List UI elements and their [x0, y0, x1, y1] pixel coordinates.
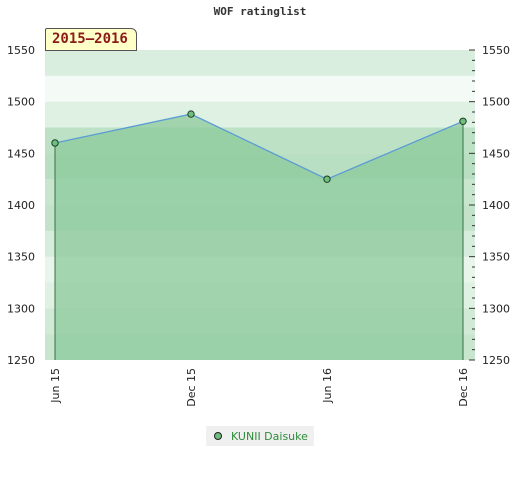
y-tick-label: 1250 — [482, 354, 510, 367]
legend-marker-icon — [214, 432, 222, 440]
background-band — [45, 50, 475, 76]
y-tick-label: 1400 — [482, 199, 510, 212]
y-tick-label: 1550 — [7, 44, 35, 57]
y-axis-right: 1250 1300 1350 1400 1450 1500 1550 — [482, 44, 510, 367]
y-tick-label: 1500 — [482, 96, 510, 109]
x-tick-label: Jun 15 — [49, 368, 62, 404]
area-fill — [55, 114, 463, 360]
y-tick-label: 1300 — [7, 302, 35, 315]
y-tick-label: 1400 — [7, 199, 35, 212]
x-tick-label: Dec 16 — [457, 368, 470, 407]
x-tick-label: Dec 15 — [185, 368, 198, 407]
series-points — [51, 110, 467, 183]
chart-title: WOF ratinglist — [213, 5, 307, 18]
y-tick-label: 1550 — [482, 44, 510, 57]
data-point — [323, 175, 331, 183]
y-axis-left: 1250 1300 1350 1400 1450 1500 1550 — [7, 44, 35, 367]
y-tick-label: 1250 — [7, 354, 35, 367]
y-tick-label: 1500 — [7, 96, 35, 109]
series-line — [54, 113, 464, 180]
background-band — [45, 75, 475, 102]
x-tick-label: Jun 16 — [321, 368, 334, 404]
legend-label: KUNII Daisuke — [231, 429, 308, 443]
y-tick-label: 1450 — [482, 147, 510, 160]
y-tick-label: 1350 — [7, 251, 35, 264]
legend[interactable]: KUNII Daisuke — [206, 426, 314, 446]
period-badge: 2015–2016 — [45, 28, 137, 51]
drop-lines — [54, 121, 464, 360]
data-point — [51, 139, 59, 147]
data-point — [459, 117, 467, 126]
y-tick-label: 1450 — [7, 147, 35, 160]
data-point — [187, 110, 195, 118]
axis-ticks — [469, 49, 475, 361]
y-tick-label: 1300 — [482, 302, 510, 315]
y-tick-label: 1350 — [482, 251, 510, 264]
background-band — [45, 101, 475, 128]
x-axis: Jun 15 Dec 15 Jun 16 Dec 16 — [49, 368, 470, 407]
